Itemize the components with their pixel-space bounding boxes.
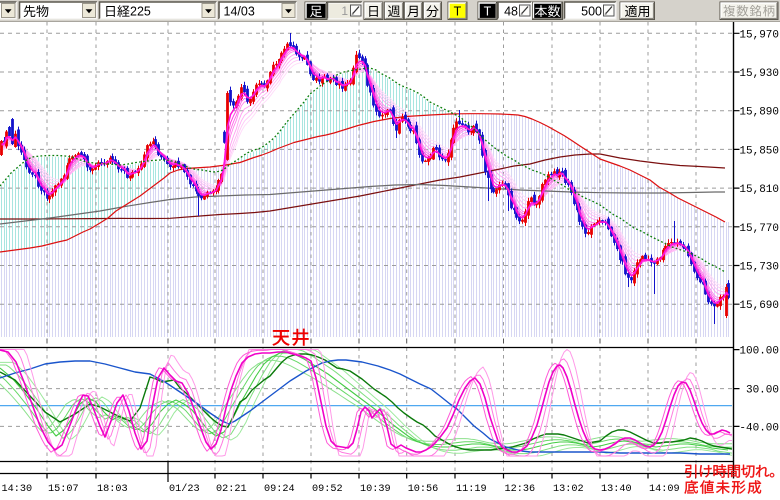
svg-text:500: 500 <box>581 5 602 19</box>
svg-text:02:21: 02:21 <box>216 484 247 495</box>
svg-text:13:02: 13:02 <box>553 484 584 495</box>
svg-text:01/23: 01/23 <box>169 483 200 495</box>
svg-text:1: 1 <box>341 4 348 18</box>
svg-text:225: 225 <box>130 5 151 19</box>
svg-text:12:36: 12:36 <box>505 484 536 495</box>
svg-text:10:56: 10:56 <box>408 484 439 495</box>
svg-text:14/03: 14/03 <box>224 5 255 19</box>
svg-text:09:24: 09:24 <box>264 484 295 495</box>
svg-text:T: T <box>454 5 462 19</box>
svg-text:15,730: 15,730 <box>739 262 779 274</box>
svg-text:09:52: 09:52 <box>312 484 343 495</box>
svg-text:15,850: 15,850 <box>739 145 779 157</box>
svg-text:11:19: 11:19 <box>456 484 487 495</box>
svg-text:13:40: 13:40 <box>601 484 632 495</box>
svg-text:15,690: 15,690 <box>739 300 779 312</box>
svg-text:18:03: 18:03 <box>97 484 128 495</box>
svg-text:48: 48 <box>504 5 518 19</box>
svg-text:30.00: 30.00 <box>746 385 779 397</box>
svg-text:14:30: 14:30 <box>2 484 33 495</box>
svg-text:15,810: 15,810 <box>739 184 779 196</box>
svg-text:15,970: 15,970 <box>739 29 779 41</box>
svg-text:100.00: 100.00 <box>739 346 779 358</box>
svg-text:-40.00: -40.00 <box>739 422 779 434</box>
svg-text:15,890: 15,890 <box>739 107 779 119</box>
svg-text:14:09: 14:09 <box>649 484 680 495</box>
svg-text:T: T <box>484 5 492 19</box>
svg-text:15:07: 15:07 <box>48 484 79 495</box>
svg-text:10:39: 10:39 <box>360 484 391 495</box>
svg-text:15,770: 15,770 <box>739 223 779 235</box>
svg-text:15,930: 15,930 <box>739 68 779 80</box>
